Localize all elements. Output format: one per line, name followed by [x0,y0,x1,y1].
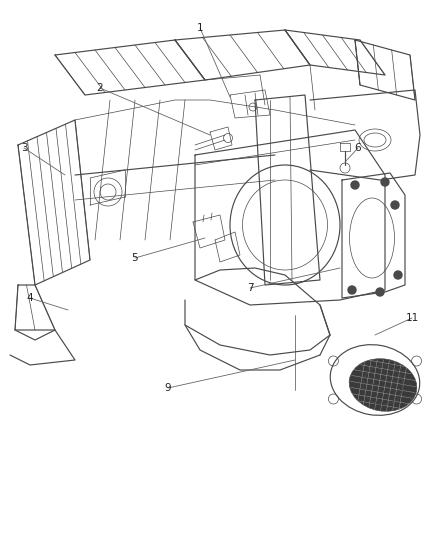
Circle shape [376,288,384,296]
Text: 9: 9 [165,383,171,393]
Text: 7: 7 [247,283,253,293]
Circle shape [381,178,389,186]
Text: 6: 6 [355,143,361,153]
Ellipse shape [349,359,417,411]
Text: 5: 5 [132,253,138,263]
Text: 2: 2 [97,83,103,93]
Text: 3: 3 [21,143,27,153]
Circle shape [351,181,359,189]
Text: 1: 1 [197,23,203,33]
Text: 4: 4 [27,293,33,303]
Circle shape [394,271,402,279]
Text: 11: 11 [406,313,419,323]
Circle shape [348,286,356,294]
Circle shape [391,201,399,209]
